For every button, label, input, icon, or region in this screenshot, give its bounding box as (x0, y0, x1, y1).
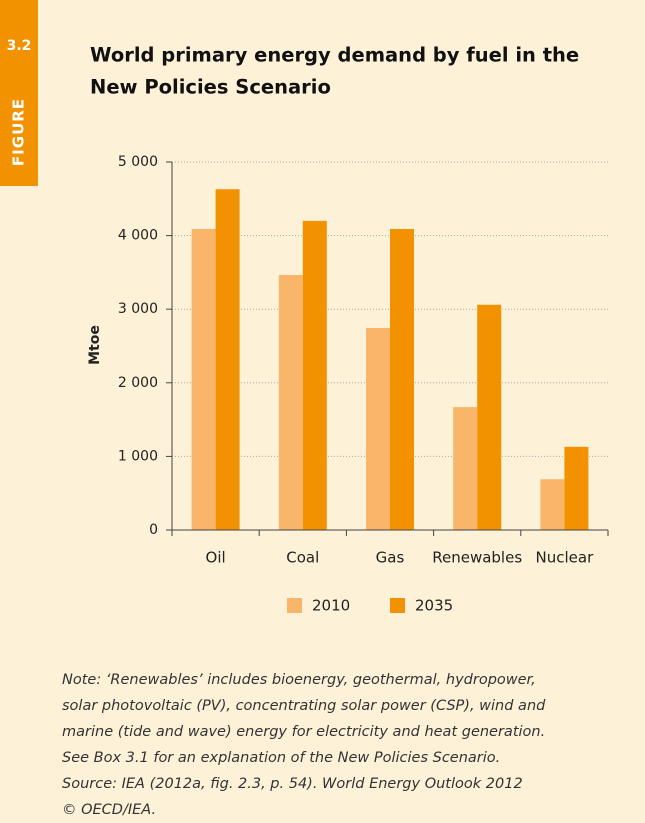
note: marine (tide and wave) energy for electr… (62, 724, 545, 740)
figure-number: 3.2 (7, 38, 32, 54)
bar (453, 407, 478, 530)
figure-tab (0, 0, 38, 186)
y-tick-label: 3 000 (118, 301, 158, 317)
bar (278, 274, 303, 530)
y-tick-label: 0 (149, 522, 158, 538)
bar (191, 228, 216, 530)
chart-title: World primary energy demand by fuel in t… (90, 44, 579, 67)
note: See Box 3.1 for an explanation of the Ne… (62, 750, 500, 766)
legend-label: 2035 (415, 597, 453, 615)
chart-title: New Policies Scenario (90, 76, 331, 99)
note: © OECD/IEA. (62, 802, 156, 818)
bar (302, 220, 327, 530)
x-tick-label: Coal (286, 549, 319, 567)
bar (477, 304, 502, 530)
y-tick-label: 4 000 (118, 228, 158, 244)
x-tick-label: Gas (376, 549, 405, 567)
y-axis-label: Mtoe (87, 325, 103, 365)
note: Source: IEA (2012a, fig. 2.3, p. 54). Wo… (62, 776, 523, 792)
bar (390, 228, 414, 530)
figure-label: FIGURE (10, 98, 28, 166)
x-tick-label: Nuclear (536, 549, 595, 567)
y-tick-label: 5 000 (118, 154, 158, 170)
bar (215, 189, 240, 530)
x-tick-label: Oil (206, 549, 226, 567)
note: Note: ‘Renewables’ includes bioenergy, g… (62, 672, 536, 688)
bar (540, 479, 565, 530)
bar (366, 327, 390, 530)
legend-swatch (287, 598, 302, 613)
y-tick-label: 1 000 (118, 448, 158, 464)
bar (564, 446, 589, 530)
legend-swatch (390, 598, 405, 613)
legend-label: 2010 (312, 597, 350, 615)
x-tick-label: Renewables (432, 549, 522, 567)
y-tick-label: 2 000 (118, 375, 158, 391)
note: solar photovoltaic (PV), concentrating s… (62, 698, 546, 714)
